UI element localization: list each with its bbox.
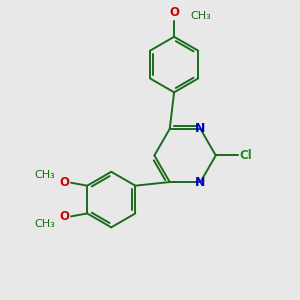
- Text: CH₃: CH₃: [190, 11, 211, 21]
- Text: CH₃: CH₃: [34, 219, 55, 229]
- Text: N: N: [195, 176, 206, 188]
- Text: CH₃: CH₃: [34, 170, 55, 181]
- Text: O: O: [169, 6, 179, 19]
- Text: Cl: Cl: [239, 149, 252, 162]
- Text: O: O: [59, 211, 69, 224]
- Text: O: O: [59, 176, 69, 189]
- Text: N: N: [195, 122, 206, 135]
